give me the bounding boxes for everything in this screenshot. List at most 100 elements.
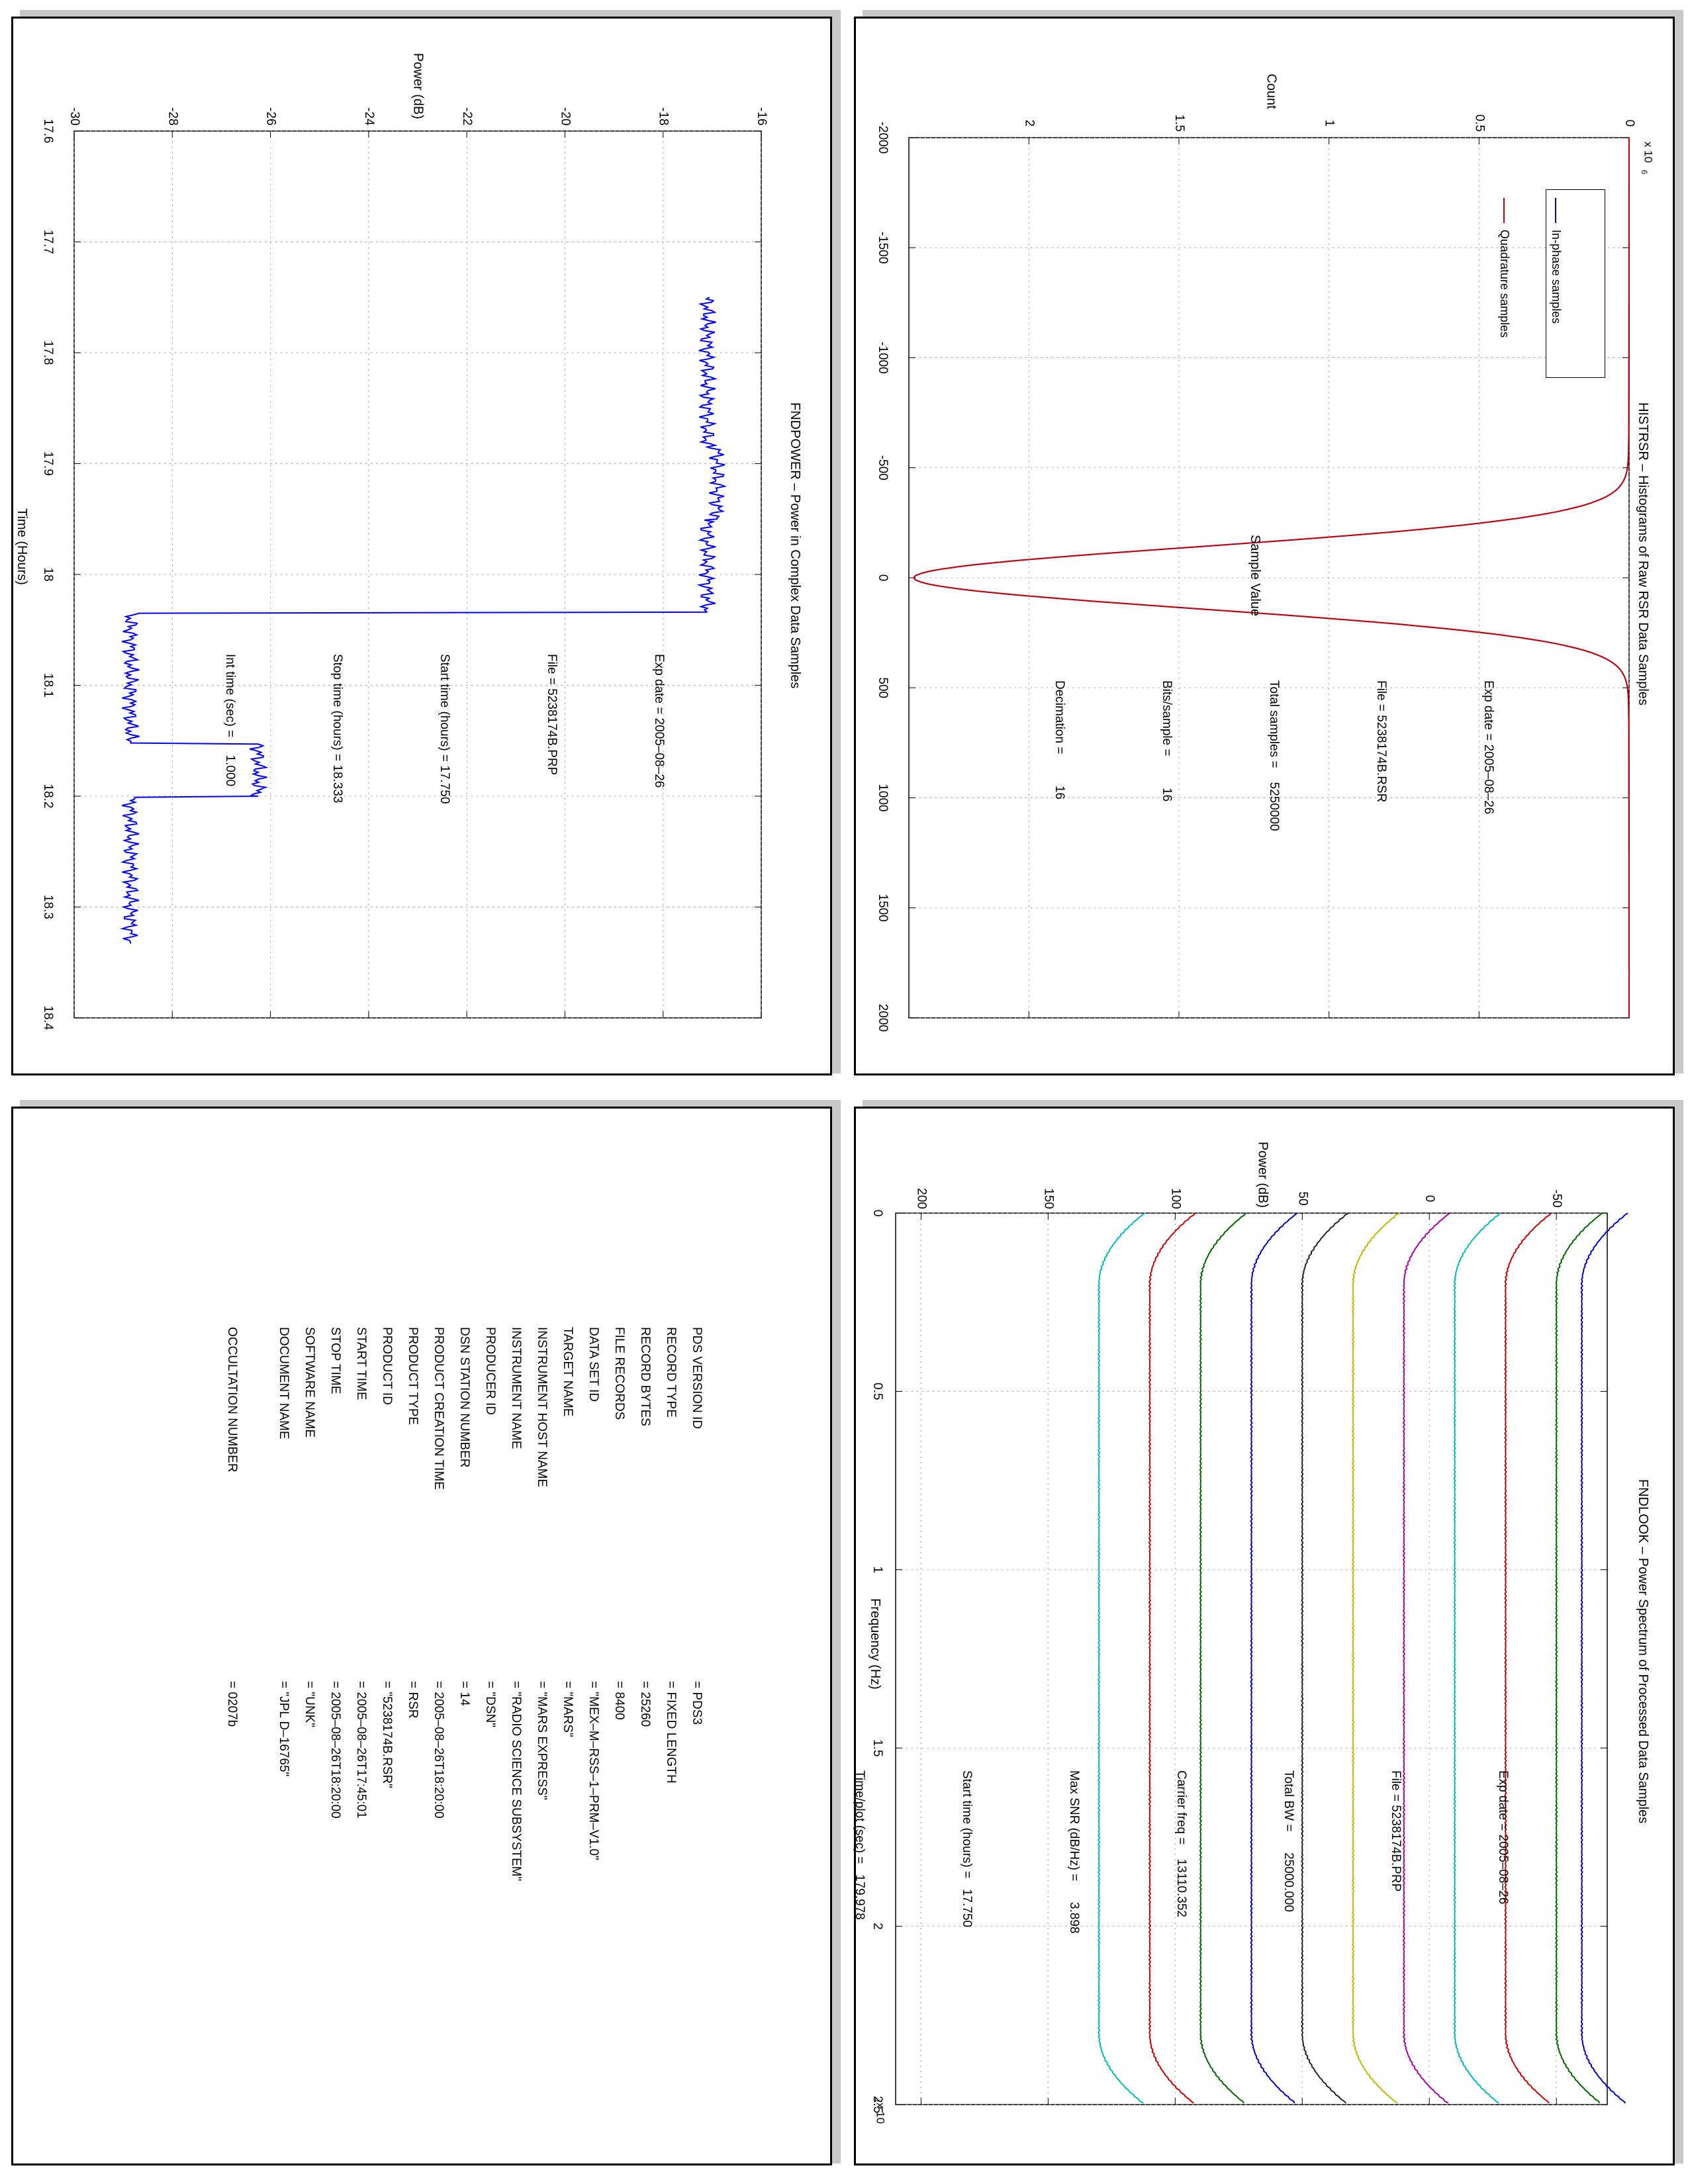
annotation-label: Stop time (hours)	[330, 654, 344, 751]
annotation-value: = 25000.000	[1282, 1824, 1295, 1912]
legend-label: In-phase samples	[1550, 230, 1563, 324]
annotation-value: = 16	[1160, 749, 1174, 802]
annotation-label: Int time (sec)	[223, 654, 237, 727]
label-row: OCCULTATION NUMBER = 0207b	[219, 1327, 245, 1881]
annotation-label: Decimation	[1053, 680, 1066, 744]
label-key: DSN STATION NUMBER	[457, 1327, 471, 1468]
spectrum-line	[1351, 1212, 1400, 2104]
x-tick-label: 1.5	[870, 1739, 884, 1756]
label-value: = "UNK"	[303, 1681, 316, 1727]
label-row: DATA SET ID = "MEX–M–RSS–1–PRM–V1.0"	[581, 1327, 606, 1881]
annotation-row: Int time (sec) = 1.000	[212, 654, 248, 804]
annotation-value: = 5238174B.PRP	[545, 677, 559, 776]
x-tick-label: 1000	[876, 784, 890, 811]
annotation-label: Total samples	[1267, 680, 1281, 758]
power-series-line	[120, 296, 727, 944]
annotation-label: Total BW	[1282, 1770, 1295, 1821]
annotation-label: Max SNR (dB/Hz)	[1067, 1770, 1081, 1870]
histrsr-chart: 0 0.5 1 1.5 2 -2000 -1500 -1000 -500 0 500 1000 1500…	[876, 73, 1655, 1032]
label-row: INSTRUMENT NAME = "RADIO SCIENCE SUBSYSTE…	[503, 1327, 529, 1881]
y-axis-label: Power (dB)	[1256, 1142, 1270, 1208]
legend-label: Quadrature samples	[1498, 230, 1511, 338]
label-value: = 2005–08–26T17:45:01	[354, 1681, 368, 1819]
label-key: FILE RECORDS	[612, 1327, 626, 1420]
legend-entry-inphase: In-phase samples	[1548, 198, 1565, 369]
x-tick-label: 2	[870, 1923, 884, 1930]
annotation-label: Start time (hours)	[960, 1770, 974, 1868]
annotation-row: Total samples = 5250000	[1256, 680, 1291, 831]
label-value: = 0207b	[225, 1681, 239, 1727]
label-value: = 14	[457, 1681, 471, 1706]
spectrum-line	[1148, 1212, 1196, 2104]
label-value: = RSR	[406, 1681, 420, 1719]
annotation-label: Exp date	[1496, 1770, 1510, 1820]
y-exponent-label: x 10	[1642, 142, 1655, 163]
y-tick-label: 0.5	[1472, 114, 1486, 132]
annotation-label: Carrier freq	[1174, 1770, 1188, 1835]
label-row: START TIME = 2005–08–26T17:45:01	[348, 1327, 374, 1881]
x-tick-label: 0	[876, 574, 890, 582]
label-value: = "MARS"	[561, 1681, 575, 1737]
annotation-label: Time/plot (sec)	[853, 1770, 867, 1853]
x-tick-label: 0	[870, 1210, 884, 1217]
x-tick-label: -2000	[876, 122, 890, 154]
spectrum-line	[1098, 1212, 1145, 2104]
spectrum-line	[1301, 1212, 1349, 2104]
histrsr-legend: In-phase samples Quadrature samples	[1498, 189, 1605, 378]
label-panel: PDS VERSION ID = PDS3 RECORD TYPE = FIXED L…	[11, 1107, 832, 2165]
label-row: RECORD BYTES = 25260	[632, 1327, 658, 1881]
y-tick-label: 0	[1423, 1195, 1436, 1203]
annotation-value: = 13110.352	[1174, 1837, 1188, 1917]
y-tick-label: -26	[264, 107, 278, 125]
spectrum-line	[1555, 1212, 1603, 2104]
label-value: = FIXED LENGTH	[664, 1681, 678, 1784]
plot-area	[73, 130, 762, 1019]
fndlook-chart: -50 0 50 100 150 200 0 0.5 1 1.5 2 2.5 Power (dB) x 1…	[870, 1142, 1628, 2124]
label-row: DSN STATION NUMBER = 14	[451, 1327, 477, 1881]
label-row	[245, 1327, 271, 1881]
annotation-value: = 3.898	[1067, 1874, 1081, 1934]
label-row: PRODUCT ID = "5238174B.RSR"	[374, 1327, 400, 1881]
fndpower-annotations: Exp date = 2005–08–26 File = 5238174B.PR…	[140, 654, 748, 804]
annotation-row: Decimation = 16	[1041, 680, 1077, 831]
label-row: RECORD TYPE = FIXED LENGTH	[658, 1327, 684, 1881]
spectrum-line	[1504, 1212, 1552, 2104]
label-key: PRODUCT CREATION TIME	[432, 1327, 445, 1490]
label-row: PRODUCT TYPE = RSR	[400, 1327, 426, 1881]
label-key: INSTRUMENT HOST NAME	[535, 1327, 549, 1488]
label-key: RECORD TYPE	[664, 1327, 678, 1418]
label-key: PRODUCT ID	[380, 1327, 394, 1405]
x-tick-label: 1	[870, 1567, 884, 1574]
fndlook-annotations: Exp date = 2005–08–26 File = 5238174B.PR…	[770, 1770, 1592, 1934]
y-tick-label: -50	[1550, 1189, 1564, 1207]
x-tick-label: 0.5	[870, 1383, 884, 1400]
label-table: PDS VERSION ID = PDS3 RECORD TYPE = FIXED L…	[167, 1327, 761, 1881]
annotation-row: File = 5238174B.PRP	[534, 654, 569, 804]
y-tick-label: 1.5	[1172, 114, 1186, 132]
y-tick-label: 0	[1622, 120, 1636, 127]
label-key: START TIME	[354, 1327, 368, 1400]
label-key: INSTRUMENT NAME	[509, 1327, 523, 1449]
y-tick-label: 200	[914, 1188, 928, 1209]
annotation-row: Exp date = 2005–08–26	[641, 654, 677, 804]
fndlook-xlabel: Frequency (Hz)	[868, 1598, 882, 1690]
label-value: = 2005–08–26T18:20:00	[432, 1681, 445, 1819]
annotation-row: Exp date = 2005–08–26	[1485, 1770, 1521, 1934]
annotation-value: = 2005–08–26	[1481, 733, 1495, 815]
x-tick-label: 17.9	[41, 451, 55, 476]
x-tick-label: -1500	[876, 232, 890, 264]
annotation-label: Start time (hours)	[438, 654, 451, 751]
x-tick-label: 2.5	[870, 2096, 884, 2113]
annotation-row: Exp date = 2005–08–26	[1470, 680, 1506, 831]
annotation-value: = 18.333	[330, 754, 344, 803]
fndpower-title: FNDPOWER – Power in Complex Data Samples	[788, 402, 802, 689]
annotation-value: = 2005–08–26	[652, 707, 666, 788]
histrsr-annotations: Exp date = 2005–08–26 File = 5238174B.RS…	[970, 680, 1577, 831]
annotation-label: File	[545, 654, 559, 674]
legend-entry-quadrature: Quadrature samples	[1496, 198, 1513, 369]
label-key: TARGET NAME	[561, 1327, 575, 1417]
y-tick-label: -20	[558, 107, 572, 125]
label-row: TARGET NAME = "MARS"	[555, 1327, 581, 1881]
y-tick-label: -16	[755, 107, 769, 125]
annotation-row: Start time (hours) = 17.750	[426, 654, 462, 804]
